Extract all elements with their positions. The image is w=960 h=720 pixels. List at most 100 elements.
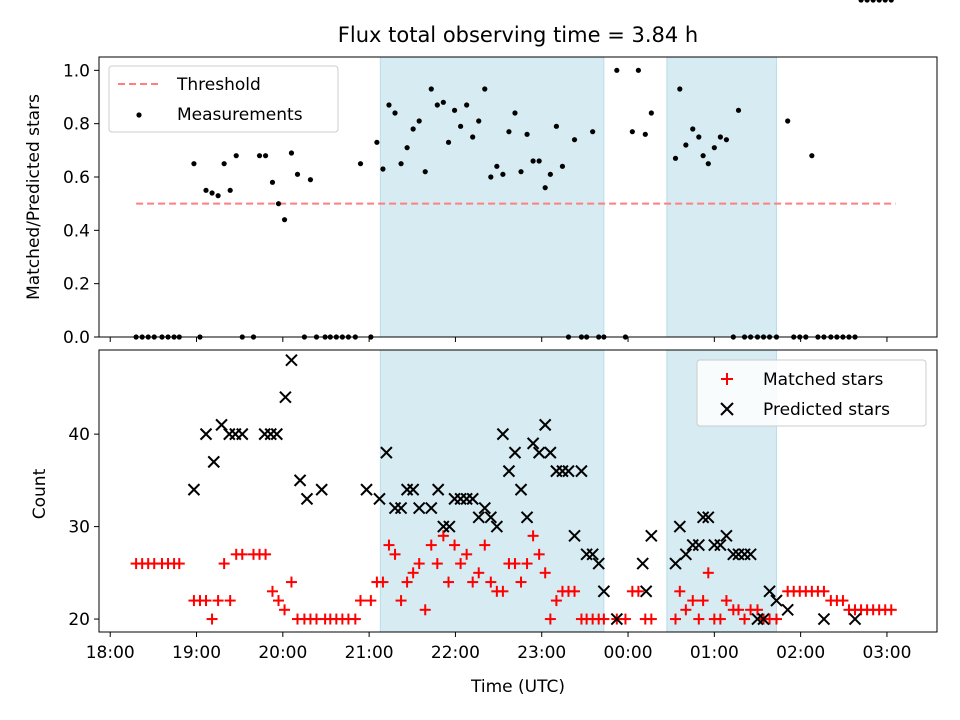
measurement-point [723,137,730,143]
measurement-point [642,131,648,137]
top-legend: Threshold Measurements [108,65,339,133]
predicted-star-point [645,529,658,543]
measurement-point [416,118,422,124]
chart-title: Flux total observing time = 3.84 h [338,23,698,47]
measurement-point [215,193,221,199]
measurement-point [386,102,392,108]
predicted-star-point [199,427,213,441]
predicted-star-point [270,427,283,441]
measurement-point [735,107,742,113]
predicted-star-point [207,455,220,469]
predicted-star-point [394,501,408,515]
predicted-star-point [508,446,522,459]
matched-star-point [443,576,455,588]
predicted-star-point [568,529,581,543]
predicted-star-point [466,492,479,506]
legend-measurements-swatch [136,112,142,118]
measurement-point [512,110,518,116]
measurement-point [536,158,542,164]
measurement-point [488,174,494,180]
measurement-point [717,134,723,140]
measurement-point [590,129,596,135]
predicted-star-point [673,520,687,533]
x-tick-label: 22:00 [431,643,480,663]
matched-star-point [173,558,185,570]
top-y-axis-label: Matched/Predicted stars [24,94,44,300]
measurement-point [711,145,717,151]
measurement-point [524,131,530,137]
bottom-y-axis-label: Count [30,468,50,519]
predicted-star-point [526,437,540,450]
predicted-star-point [586,548,599,561]
legend-threshold-label: Threshold [176,75,261,95]
matched-star-point [354,595,366,607]
x-tick-label: 19:00 [172,643,221,663]
predicted-star-point [727,548,740,561]
predicted-star-point [412,501,426,515]
top-legend-box [108,65,339,133]
measurement-point [672,155,679,161]
observing-window-1 [379,56,605,338]
predicted-star-point [592,557,605,570]
matched-star-point [515,576,527,588]
top-y-ticks: 0.0 0.2 0.4 0.6 0.8 1.0 [63,61,99,348]
measurement-point [434,102,440,108]
predicted-star-point [443,520,456,533]
matched-star-point [349,613,361,625]
measurement-point [191,161,197,167]
top-y-tick-label: 0.8 [63,115,90,135]
measurement-point [275,201,282,207]
measurement-point [422,169,428,175]
matched-star-point [473,567,485,579]
predicted-star-point [636,557,649,570]
measurement-point [203,187,209,193]
matched-star-point [461,548,473,560]
predicted-star-point [669,557,682,570]
predicted-star-point [258,427,271,441]
predicted-star-point [770,594,783,607]
predicted-star-point [502,464,516,478]
predicted-star-point [425,501,438,515]
measurement-point [269,179,276,185]
top-x-ticks [109,337,888,342]
predicted-star-point [373,492,386,506]
matched-star-point [224,595,236,607]
matched-star-point [206,613,218,625]
matched-star-point [419,604,431,616]
predicted-star-point [714,538,727,552]
legend-matched-label: Matched stars [763,370,883,390]
legend-predicted-label: Predicted stars [763,400,890,420]
bottom-y-tick-label: 20 [68,610,90,630]
measurement-point [530,158,536,164]
predicted-star-point [679,548,693,561]
x-tick-label: 20:00 [258,643,307,663]
matched-star-point [702,567,714,579]
measurement-point [882,0,888,3]
bottom-axes-frame [98,349,938,633]
matched-star-point [569,585,581,597]
measurement-point [648,110,654,116]
measurement-point [705,161,711,167]
matched-star-point [285,576,297,588]
predicted-star-point [236,427,249,441]
measurement-point [374,139,380,145]
matched-star-point [479,539,491,551]
measurement-point [858,0,864,3]
predicted-star-point [496,427,510,441]
matched-star-point [751,604,763,616]
predicted-star-point [215,418,228,432]
legend-matched-swatch [721,373,733,385]
x-tick-label: 03:00 [862,643,911,663]
matched-star-point [236,548,248,560]
measurement-point [614,67,620,73]
measurement-point [445,139,452,145]
matched-star-point [544,613,556,625]
matched-star-point [431,558,443,570]
matched-star-point [395,595,407,607]
measurement-point [233,153,239,159]
predicted-star-point [544,446,557,459]
predicted-star-point [293,474,307,487]
top-axes-frame [98,56,938,338]
matched-star-point [273,595,285,607]
